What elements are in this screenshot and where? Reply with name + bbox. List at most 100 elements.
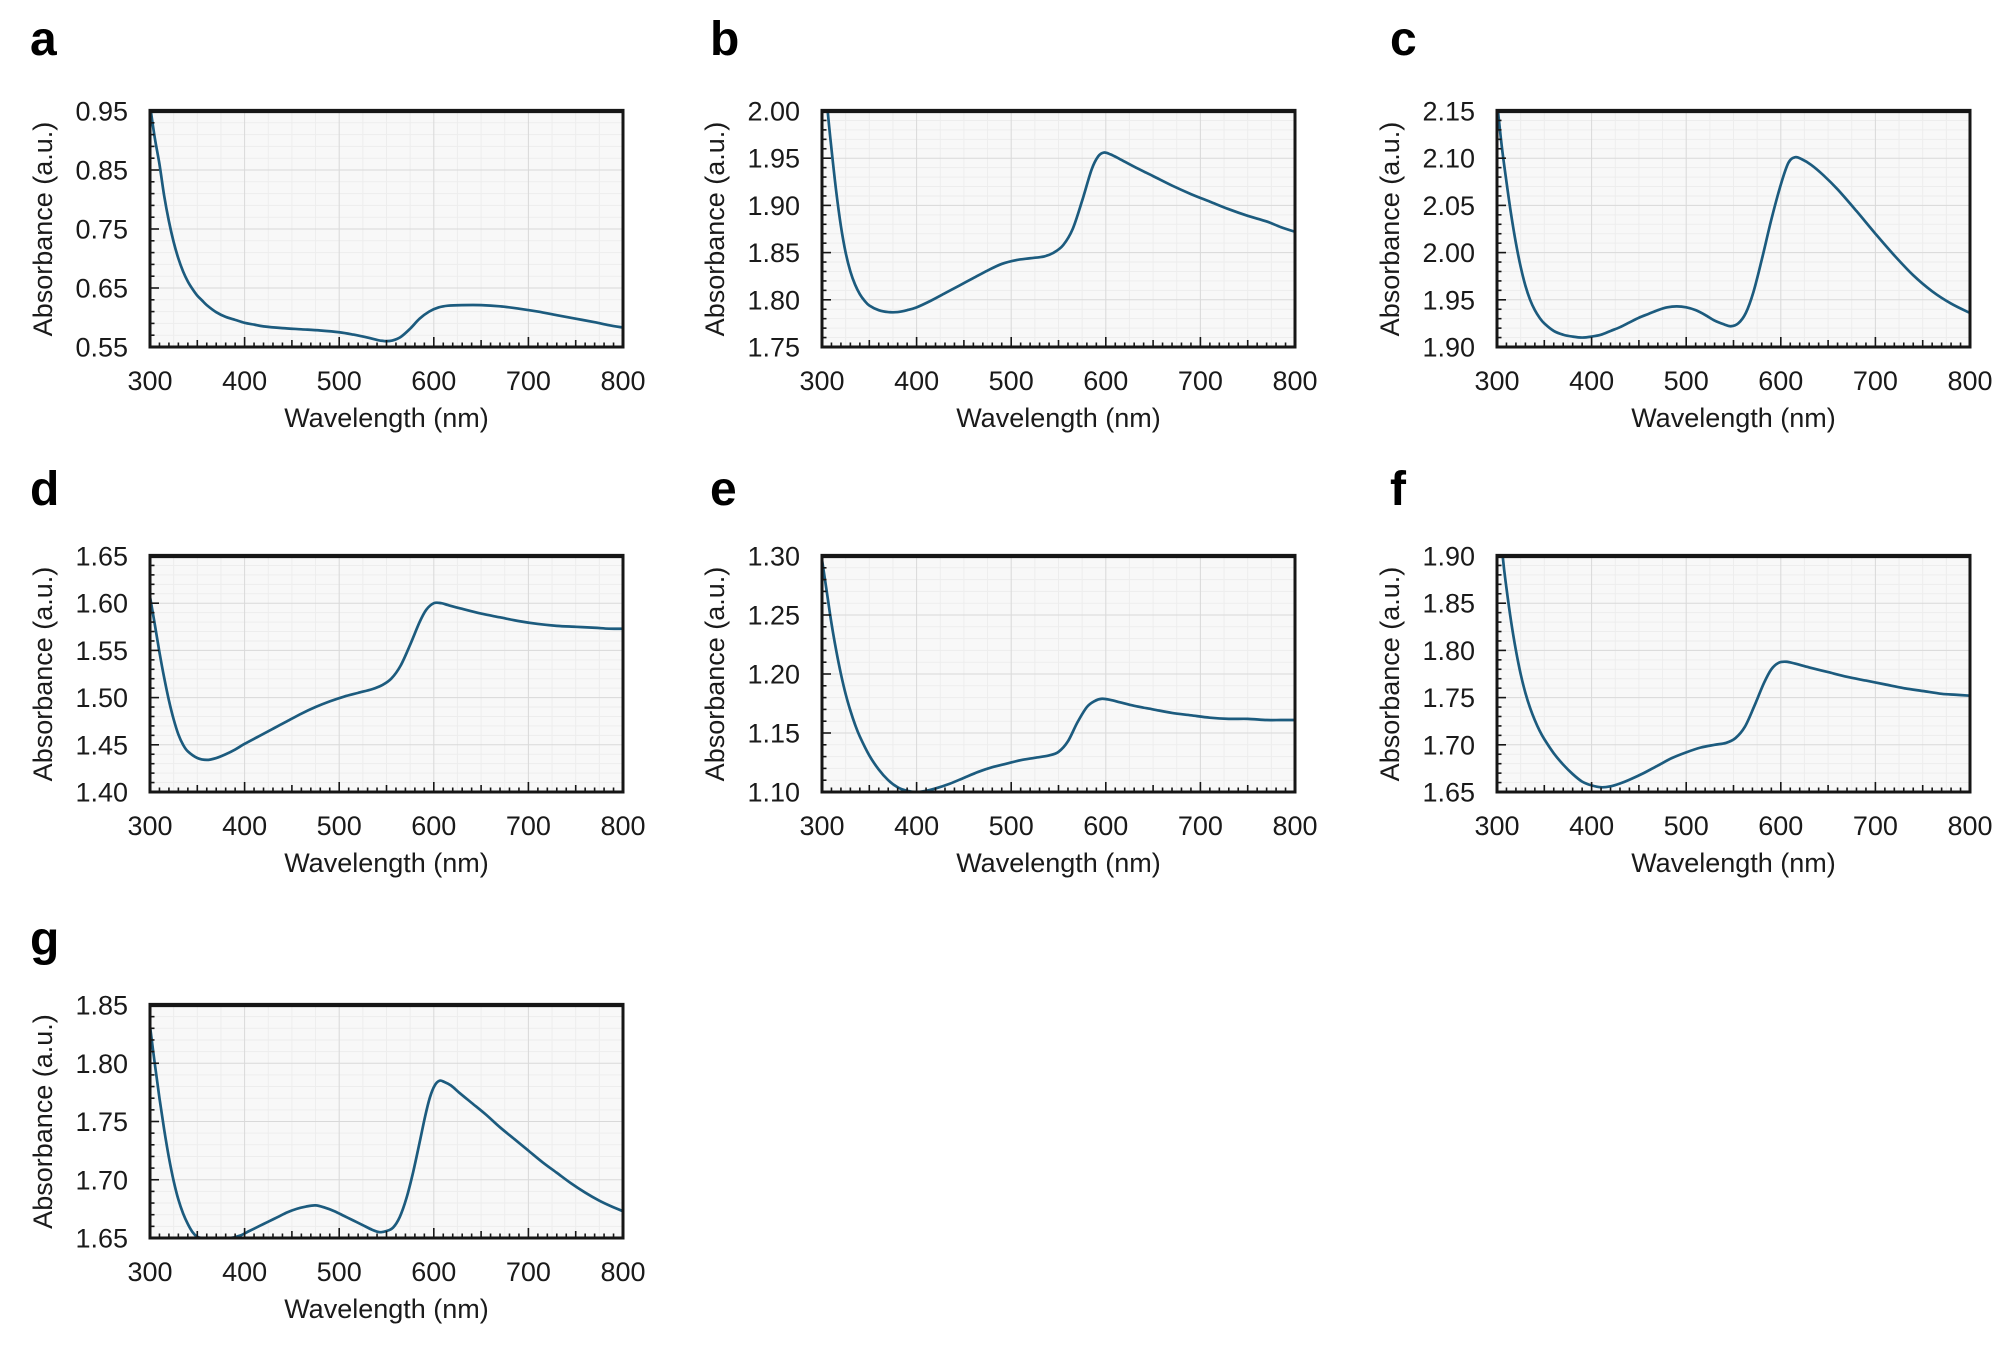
svg-text:700: 700 <box>1853 366 1898 396</box>
svg-text:1.60: 1.60 <box>75 589 128 619</box>
svg-text:1.65: 1.65 <box>75 1224 128 1254</box>
svg-text:2.10: 2.10 <box>1422 144 1475 174</box>
major-grid <box>150 556 623 792</box>
panel-c: c 300 400 500 600 700 800 1.90 1.95 2.00 2.05 2.10… <box>1350 0 2011 450</box>
svg-text:400: 400 <box>1569 811 1614 841</box>
svg-text:1.80: 1.80 <box>747 285 800 315</box>
panel-d: d 300 400 500 600 700 800 1.40 1.45 1.50 1.55 1.60… <box>0 450 670 900</box>
svg-text:300: 300 <box>1474 811 1519 841</box>
y-tick-labels: 1.65 1.70 1.75 1.80 1.85 1.90 <box>1422 542 1475 808</box>
y-tick-labels: 1.90 1.95 2.00 2.05 2.10 2.15 <box>1422 97 1475 363</box>
svg-text:500: 500 <box>317 366 362 396</box>
minor-grid <box>1497 111 1970 347</box>
x-tick-labels: 300 400 500 600 700 800 <box>127 366 645 396</box>
panel-letter-f: f <box>1390 463 1406 516</box>
spectrum-chart-a: 300 400 500 600 700 800 0.55 0.65 0.75 0.85 0.95 Wa… <box>0 0 670 450</box>
svg-text:400: 400 <box>894 366 939 396</box>
svg-text:1.70: 1.70 <box>75 1165 128 1195</box>
svg-text:1.85: 1.85 <box>1422 589 1475 619</box>
spectrum-curve-g <box>150 1024 623 1238</box>
x-axis-title: Wavelength (nm) <box>1631 848 1836 878</box>
y-tick-labels: 1.10 1.15 1.20 1.25 1.30 <box>747 542 800 808</box>
spectrum-svg-b: 300 400 500 600 700 800 1.75 1.80 1.85 1.90 1.95 2.… <box>700 97 1318 434</box>
svg-text:700: 700 <box>506 1257 551 1287</box>
svg-text:600: 600 <box>411 811 456 841</box>
y-axis-title: Absorbance (a.u.) <box>1375 567 1405 782</box>
svg-text:700: 700 <box>506 366 551 396</box>
x-axis-title: Wavelength (nm) <box>284 1294 489 1324</box>
svg-text:0.55: 0.55 <box>75 333 128 363</box>
spectrum-svg-a: 300 400 500 600 700 800 0.55 0.65 0.75 0.85 0.95 Wa… <box>28 97 646 434</box>
spectrum-svg-c: 300 400 500 600 700 800 1.90 1.95 2.00 2.05 2.10 2.… <box>1375 97 1993 434</box>
spectrum-chart-c: 300 400 500 600 700 800 1.90 1.95 2.00 2.05 2.10 2.… <box>1350 0 2011 450</box>
y-axis-title: Absorbance (a.u.) <box>1375 122 1405 337</box>
x-axis-title: Wavelength (nm) <box>956 403 1161 433</box>
spectrum-chart-f: 300 400 500 600 700 800 1.65 1.70 1.75 1.80 1.85 1.… <box>1350 450 2011 900</box>
minor-grid <box>822 111 1295 347</box>
panel-letter-g: g <box>30 913 60 966</box>
panel-g: g 300 400 500 600 700 800 1.65 1.70 1.75 1.80 1.85… <box>0 900 670 1350</box>
svg-text:500: 500 <box>1664 366 1709 396</box>
svg-text:400: 400 <box>222 811 267 841</box>
major-grid <box>1497 556 1970 792</box>
svg-text:1.85: 1.85 <box>75 991 128 1021</box>
svg-text:700: 700 <box>1853 811 1898 841</box>
y-axis-title: Absorbance (a.u.) <box>700 567 730 782</box>
svg-text:1.90: 1.90 <box>747 191 800 221</box>
x-tick-labels: 300 400 500 600 700 800 <box>1474 811 1992 841</box>
y-tick-labels: 1.65 1.70 1.75 1.80 1.85 <box>75 991 128 1254</box>
svg-text:0.85: 0.85 <box>75 156 128 186</box>
x-tick-labels: 300 400 500 600 700 800 <box>127 811 645 841</box>
x-axis-title: Wavelength (nm) <box>284 848 489 878</box>
svg-text:500: 500 <box>989 811 1034 841</box>
svg-text:300: 300 <box>799 811 844 841</box>
svg-text:800: 800 <box>1272 366 1317 396</box>
svg-text:1.75: 1.75 <box>75 1107 128 1137</box>
x-tick-labels: 300 400 500 600 700 800 <box>799 366 1317 396</box>
x-tick-labels: 300 400 500 600 700 800 <box>127 1257 645 1287</box>
svg-text:700: 700 <box>506 811 551 841</box>
svg-text:300: 300 <box>127 366 172 396</box>
svg-text:2.15: 2.15 <box>1422 97 1475 127</box>
svg-text:1.10: 1.10 <box>747 778 800 808</box>
spectrum-curve-c <box>1497 111 1970 339</box>
svg-text:600: 600 <box>1758 811 1803 841</box>
svg-text:0.95: 0.95 <box>75 97 128 127</box>
svg-text:800: 800 <box>1947 366 1992 396</box>
spectrum-curve-a <box>150 111 623 343</box>
svg-text:300: 300 <box>799 366 844 396</box>
svg-text:1.65: 1.65 <box>75 542 128 572</box>
svg-text:1.30: 1.30 <box>747 542 800 572</box>
svg-text:1.45: 1.45 <box>75 730 128 760</box>
svg-text:1.55: 1.55 <box>75 636 128 666</box>
spectrum-curve-d <box>150 595 623 762</box>
svg-text:0.65: 0.65 <box>75 274 128 304</box>
svg-text:1.15: 1.15 <box>747 719 800 749</box>
svg-text:2.00: 2.00 <box>1422 238 1475 268</box>
panel-letter-b: b <box>710 13 740 66</box>
svg-text:1.75: 1.75 <box>1422 683 1475 713</box>
svg-text:400: 400 <box>894 811 939 841</box>
spectrum-chart-b: 300 400 500 600 700 800 1.75 1.80 1.85 1.90 1.95 2.… <box>670 0 1340 450</box>
x-tick-labels: 300 400 500 600 700 800 <box>799 811 1317 841</box>
y-tick-labels: 1.40 1.45 1.50 1.55 1.60 1.65 <box>75 542 128 808</box>
axis-ticks <box>149 555 624 793</box>
svg-text:2.00: 2.00 <box>747 97 800 127</box>
svg-text:500: 500 <box>989 366 1034 396</box>
svg-text:1.65: 1.65 <box>1422 778 1475 808</box>
axis-ticks <box>821 110 1296 348</box>
panel-letter-e: e <box>710 463 737 516</box>
svg-text:700: 700 <box>1178 811 1223 841</box>
major-grid <box>822 556 1295 792</box>
x-axis-title: Wavelength (nm) <box>1631 403 1836 433</box>
svg-text:1.50: 1.50 <box>75 683 128 713</box>
axis-ticks <box>1496 110 1971 348</box>
spectrum-curve-e <box>822 558 1295 792</box>
x-axis-title: Wavelength (nm) <box>284 403 489 433</box>
svg-text:1.90: 1.90 <box>1422 542 1475 572</box>
svg-text:1.20: 1.20 <box>747 660 800 690</box>
svg-text:500: 500 <box>1664 811 1709 841</box>
svg-text:2.05: 2.05 <box>1422 191 1475 221</box>
y-tick-labels: 0.55 0.65 0.75 0.85 0.95 <box>75 97 128 363</box>
